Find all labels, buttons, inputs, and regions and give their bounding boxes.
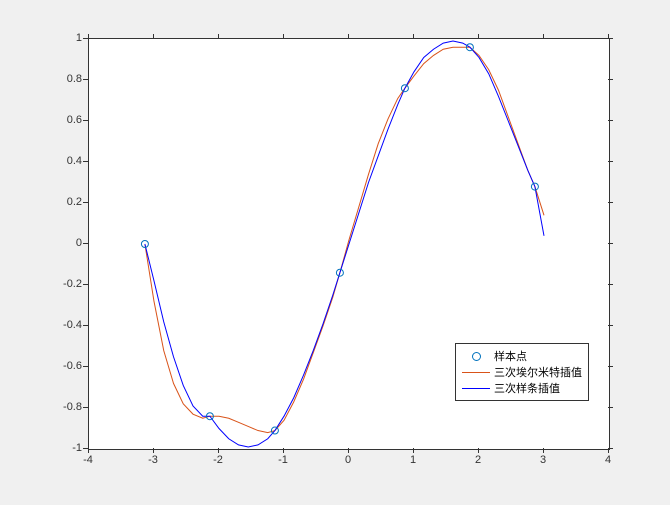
x-tick-mark [218,448,219,453]
x-tick-mark [478,34,479,39]
y-tick-mark [83,366,88,367]
y-tick-mark [83,284,88,285]
y-tick-mark [83,120,88,121]
y-tick-label: -0.8 [52,401,82,413]
y-tick-label: 0 [52,237,82,249]
x-tick-mark [348,34,349,39]
y-tick-mark [83,407,88,408]
legend-label: 三次埃尔米特插值 [494,364,582,380]
x-tick-mark [413,34,414,39]
y-tick-mark [83,38,88,39]
legend-line-icon [462,372,490,373]
legend-label: 样本点 [494,348,527,364]
legend-row: 三次埃尔米特插值 [462,364,582,380]
legend-swatch [462,365,490,379]
x-tick-label: 1 [410,454,416,466]
y-tick-mark [608,120,613,121]
legend-swatch [462,381,490,395]
y-tick-mark [608,38,613,39]
x-tick-label: 3 [540,454,546,466]
plot-area: 样本点三次埃尔米特插值三次样条插值 [88,38,610,450]
x-tick-mark [88,448,89,453]
legend-marker-icon [472,352,481,361]
x-tick-label: 4 [605,454,611,466]
legend-row: 三次样条插值 [462,380,582,396]
y-tick-label: 0.4 [52,155,82,167]
x-tick-label: 0 [345,454,351,466]
y-tick-label: 0.2 [52,196,82,208]
y-tick-mark [608,202,613,203]
x-tick-mark [413,448,414,453]
x-tick-mark [348,448,349,453]
x-tick-mark [478,448,479,453]
y-tick-label: 0.8 [52,73,82,85]
y-tick-label: -0.6 [52,360,82,372]
x-tick-label: -4 [83,454,93,466]
y-tick-mark [608,366,613,367]
y-tick-mark [608,161,613,162]
y-tick-mark [608,79,613,80]
x-tick-label: 2 [475,454,481,466]
legend-line-icon [462,388,490,389]
x-tick-label: -2 [213,454,223,466]
y-tick-mark [83,243,88,244]
legend-swatch [462,349,490,363]
x-tick-mark [283,34,284,39]
legend-label: 三次样条插值 [494,380,560,396]
y-tick-mark [608,325,613,326]
x-tick-mark [543,448,544,453]
y-tick-label: -0.4 [52,319,82,331]
x-tick-mark [88,34,89,39]
x-tick-mark [543,34,544,39]
x-tick-mark [153,34,154,39]
y-tick-mark [83,79,88,80]
x-tick-mark [218,34,219,39]
y-tick-mark [608,243,613,244]
x-tick-mark [283,448,284,453]
x-tick-label: -3 [148,454,158,466]
y-tick-label: -0.2 [52,278,82,290]
y-tick-mark [83,448,88,449]
figure-container: 样本点三次埃尔米特插值三次样条插值 -4 -3 -2 -1 0 1 2 3 4 -1 -0.8 -0.… [0,0,670,505]
y-tick-mark [608,448,613,449]
y-tick-label: -1 [52,442,82,454]
y-tick-label: 1 [52,32,82,44]
y-tick-mark [83,161,88,162]
x-tick-label: -1 [278,454,288,466]
y-tick-label: 0.6 [52,114,82,126]
legend-row: 样本点 [462,348,582,364]
x-tick-mark [153,448,154,453]
legend: 样本点三次埃尔米特插值三次样条插值 [455,343,589,401]
y-tick-mark [608,407,613,408]
y-tick-mark [83,202,88,203]
y-tick-mark [83,325,88,326]
y-tick-mark [608,284,613,285]
